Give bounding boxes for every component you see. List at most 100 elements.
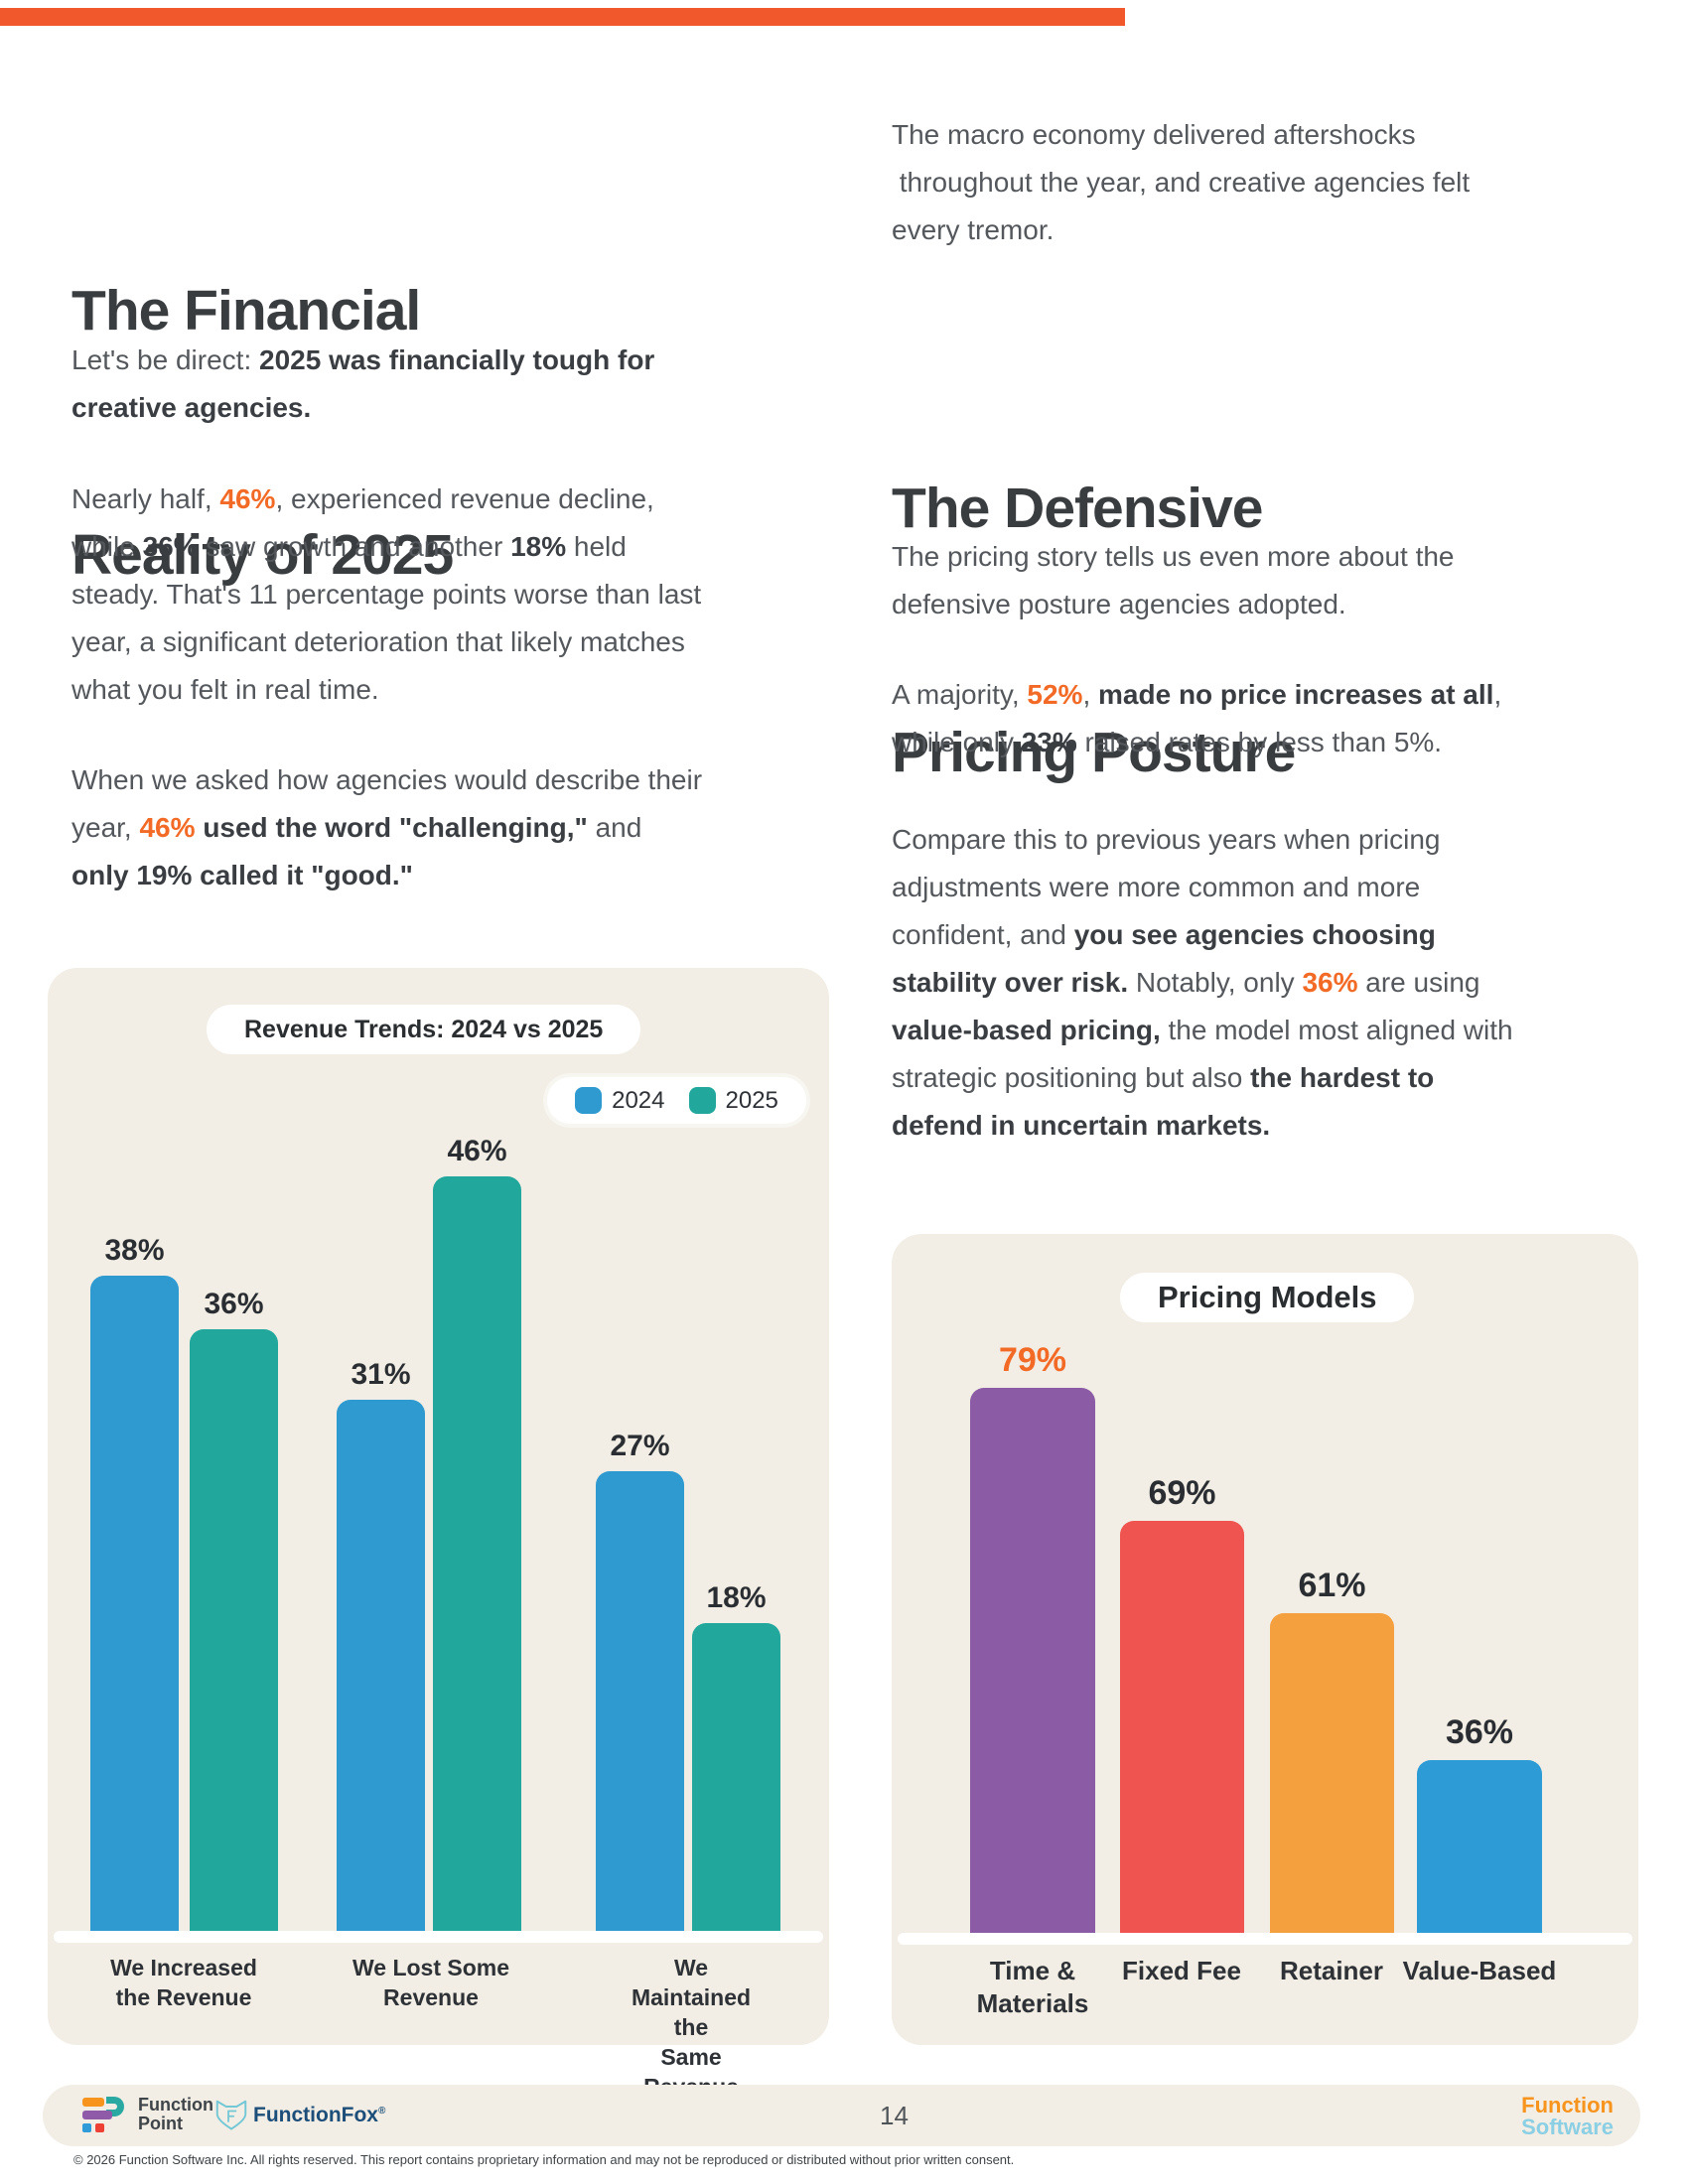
legend-label-2024: 2024 [612, 1086, 665, 1114]
text-line: value-based pricing, the model most alig… [892, 1007, 1513, 1054]
text-line: while only 23% raised rates by less than… [892, 719, 1501, 766]
text-segment: value-based pricing, [892, 1015, 1161, 1045]
text-segment: 18% [510, 531, 567, 562]
text-segment: 2025 was financially tough for [259, 344, 655, 375]
functionfox-name: FunctionFox [253, 2104, 378, 2126]
copyright-text: © 2026 Function Software Inc. All rights… [73, 2152, 1015, 2167]
function-point-wordmark: Function Point [138, 2095, 213, 2133]
text-segment: The pricing story tells us even more abo… [892, 541, 1455, 572]
text-segment: strategic positioning but also [892, 1062, 1251, 1093]
text-segment: stability over risk. [892, 967, 1129, 998]
left-paragraph-1: Let's be direct: 2025 was financially to… [71, 337, 654, 432]
text-segment: Nearly half, [71, 483, 220, 514]
bar-2024-38% [90, 1276, 179, 1931]
legend-swatch-2024 [575, 1087, 603, 1114]
chart-title-pill: Pricing Models [1120, 1273, 1415, 1322]
text-line: When we asked how agencies would describ… [71, 756, 702, 804]
axis-baseline [898, 1933, 1632, 1945]
bar-36% [1417, 1760, 1542, 1933]
fp-mark-blue-square [82, 2123, 91, 2132]
text-segment: When we asked how agencies would describ… [71, 764, 703, 795]
text-segment: while only [892, 727, 1022, 757]
page-title-line2: Reality of 2025 [71, 523, 454, 587]
text-segment: 23% [1021, 727, 1077, 757]
text-segment: 52% [1027, 679, 1083, 710]
text-segment: Let's be direct: [71, 344, 259, 375]
bar-2024-27% [596, 1471, 684, 1931]
text-segment: defensive posture agencies adopted. [892, 589, 1346, 619]
top-accent-bar [0, 8, 1125, 26]
text-segment: the model most aligned with [1160, 1015, 1513, 1045]
footer-bar: Function Point FunctionFox® 14 Function … [43, 2085, 1640, 2146]
bar-value-label: 18% [706, 1581, 767, 1614]
bar-value-label: 36% [204, 1288, 264, 1320]
text-line: creative agencies. [71, 384, 654, 432]
right-paragraph-2: A majority, 52%, made no price increases… [892, 671, 1501, 766]
text-segment: the hardest to [1250, 1062, 1435, 1093]
fp-mark-red-square [95, 2123, 104, 2132]
text-line: every tremor. [892, 206, 1470, 254]
text-segment: raised rates by less than 5%. [1076, 727, 1443, 757]
function-software-wordmark: Function Software [1521, 2095, 1614, 2138]
pricing-models-plot: 79% 69% 61% 36% Time & Materials Fixed Fee Reta… [892, 1234, 1638, 2045]
text-line: Compare this to previous years when pric… [892, 816, 1513, 864]
text-line: only 19% called it "good." [71, 852, 702, 899]
bar-61% [1270, 1613, 1394, 1933]
text-segment: what you felt in real time. [71, 674, 379, 705]
text-line: steady. That's 11 percentage points wors… [71, 571, 701, 618]
section-heading-line1: The Defensive [892, 477, 1263, 540]
section-heading: The Defensive Pricing Posture [892, 305, 1296, 875]
pricing-models-chart-card: Pricing Models 79% 69% 61% 36% Time & Materia… [892, 1234, 1638, 2045]
text-line: defensive posture agencies adopted. [892, 581, 1455, 628]
right-paragraph-1: The pricing story tells us even more abo… [892, 533, 1455, 628]
text-segment: adjustments were more common and more [892, 872, 1421, 902]
function-software-line2: Software [1521, 2115, 1614, 2139]
bar-value-label: 31% [351, 1358, 411, 1391]
text-segment: 36% [1302, 967, 1358, 998]
text-segment: saw growth and another [198, 531, 511, 562]
text-segment: made no price increases at all [1098, 679, 1494, 710]
function-software-line1: Function [1521, 2093, 1614, 2117]
bar-2024-31% [337, 1400, 425, 1931]
right-paragraph-3: Compare this to previous years when pric… [892, 816, 1513, 1150]
text-segment: while [71, 531, 143, 562]
bar-2025-46% [433, 1176, 521, 1931]
left-paragraph-3: When we asked how agencies would describ… [71, 756, 702, 899]
text-segment: 46% [219, 483, 276, 514]
bar-value-label: 36% [1445, 1713, 1514, 1751]
chart-legend: 2024 2025 [547, 1077, 806, 1124]
text-segment: and [587, 812, 642, 843]
text-line: adjustments were more common and more [892, 864, 1513, 911]
axis-baseline [54, 1931, 823, 1943]
bar-value-label: 46% [447, 1135, 507, 1167]
text-segment: , experienced revenue decline, [275, 483, 654, 514]
category-label: We Lost Some Revenue [352, 1955, 510, 2010]
text-line: Let's be direct: 2025 was financially to… [71, 337, 654, 384]
text-segment: used the word "challenging," [203, 812, 588, 843]
page-title-line1: The Financial [71, 279, 421, 342]
bar-2025-36% [190, 1329, 278, 1931]
text-segment: every tremor. [892, 214, 1055, 245]
right-intro-paragraph: The macro economy delivered aftershocks … [892, 111, 1470, 254]
text-segment: , [1082, 679, 1099, 710]
fp-mark-orange-bar [82, 2098, 104, 2107]
text-segment: The macro economy delivered aftershocks [892, 119, 1416, 150]
bar-value-label: 27% [610, 1430, 670, 1462]
left-paragraph-2: Nearly half, 46%, experienced revenue de… [71, 476, 701, 714]
bar-value-label: 61% [1298, 1567, 1366, 1604]
text-segment: Notably, only [1128, 967, 1303, 998]
revenue-trends-plot: 38% 36% 31% 46% 27% 18% We Increased the Revenu… [48, 968, 829, 2100]
category-label: Value-Based [1402, 1956, 1557, 1985]
text-line: year, 46% used the word "challenging," a… [71, 804, 702, 852]
category-label: Retainer [1279, 1956, 1384, 1985]
text-segment: 36% [142, 531, 199, 562]
text-segment: defend in uncertain markets. [892, 1110, 1271, 1141]
chart-title-pill: Revenue Trends: 2024 vs 2025 [207, 1005, 641, 1054]
text-line: year, a significant deterioration that l… [71, 618, 701, 666]
bar-2025-18% [692, 1623, 780, 1931]
functionfox-fox-icon [215, 2100, 247, 2130]
text-line: Nearly half, 46%, experienced revenue de… [71, 476, 701, 523]
bar-value-label: 79% [998, 1341, 1067, 1379]
text-segment: creative agencies. [71, 392, 312, 423]
